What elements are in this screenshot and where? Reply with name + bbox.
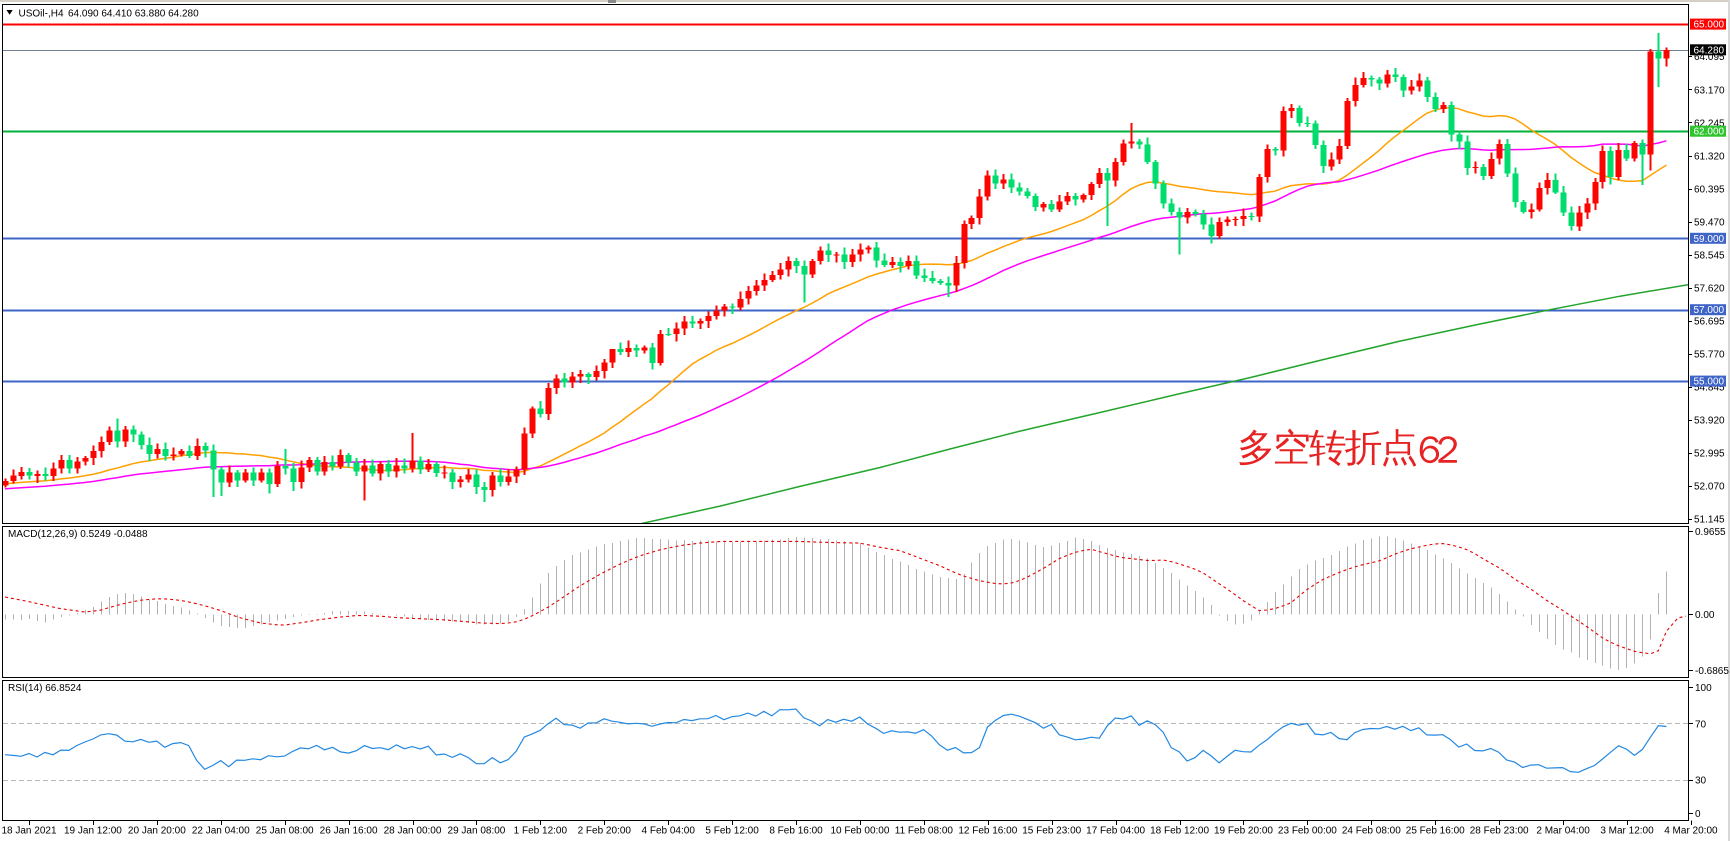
svg-text:12 Feb 16:00: 12 Feb 16:00 xyxy=(958,826,1017,837)
svg-text:52.995: 52.995 xyxy=(1694,449,1725,460)
svg-text:17 Feb 04:00: 17 Feb 04:00 xyxy=(1086,826,1145,837)
svg-text:11 Feb 08:00: 11 Feb 08:00 xyxy=(895,826,954,837)
svg-text:0.9655: 0.9655 xyxy=(1695,527,1726,538)
svg-text:18 Jan 2021: 18 Jan 2021 xyxy=(1,826,56,837)
svg-text:64.095: 64.095 xyxy=(1694,52,1725,63)
svg-text:62.245: 62.245 xyxy=(1694,118,1725,129)
svg-text:24 Feb 08:00: 24 Feb 08:00 xyxy=(1342,826,1401,837)
svg-text:25 Jan 08:00: 25 Jan 08:00 xyxy=(256,826,314,837)
svg-text:MACD(12,26,9) 0.5249 -0.0488: MACD(12,26,9) 0.5249 -0.0488 xyxy=(8,529,148,540)
svg-text:0.00: 0.00 xyxy=(1695,610,1715,621)
svg-text:-0.6865: -0.6865 xyxy=(1695,666,1729,677)
svg-text:56.695: 56.695 xyxy=(1694,316,1725,327)
svg-text:60.395: 60.395 xyxy=(1694,184,1725,195)
svg-text:58.545: 58.545 xyxy=(1694,250,1725,261)
svg-text:70: 70 xyxy=(1695,719,1707,730)
svg-text:64.090 64.410 63.880 64.280: 64.090 64.410 63.880 64.280 xyxy=(68,9,199,20)
svg-text:63.170: 63.170 xyxy=(1694,85,1725,96)
svg-text:62.000: 62.000 xyxy=(1694,127,1725,138)
svg-text:5 Feb 12:00: 5 Feb 12:00 xyxy=(705,826,759,837)
svg-text:54.845: 54.845 xyxy=(1694,382,1725,393)
svg-text:15 Feb 23:00: 15 Feb 23:00 xyxy=(1022,826,1081,837)
svg-text:53.920: 53.920 xyxy=(1694,415,1725,426)
svg-text:2 Feb 20:00: 2 Feb 20:00 xyxy=(578,826,632,837)
svg-text:55.770: 55.770 xyxy=(1694,349,1725,360)
svg-text:0: 0 xyxy=(1695,809,1701,820)
svg-text:19 Jan 12:00: 19 Jan 12:00 xyxy=(64,826,122,837)
svg-text:4 Mar 20:00: 4 Mar 20:00 xyxy=(1664,826,1718,837)
svg-text:59.000: 59.000 xyxy=(1694,234,1725,245)
svg-text:61.320: 61.320 xyxy=(1694,151,1725,162)
svg-text:51.145: 51.145 xyxy=(1694,515,1725,526)
svg-text:2 Mar 04:00: 2 Mar 04:00 xyxy=(1536,826,1590,837)
svg-text:1 Feb 12:00: 1 Feb 12:00 xyxy=(514,826,568,837)
svg-text:26 Jan 16:00: 26 Jan 16:00 xyxy=(320,826,378,837)
svg-text:RSI(14) 66.8524: RSI(14) 66.8524 xyxy=(8,683,82,694)
svg-text:4 Feb 04:00: 4 Feb 04:00 xyxy=(642,826,696,837)
svg-text:USOil-,H4: USOil-,H4 xyxy=(19,9,64,20)
svg-text:3 Mar 12:00: 3 Mar 12:00 xyxy=(1600,826,1654,837)
svg-text:18 Feb 12:00: 18 Feb 12:00 xyxy=(1150,826,1209,837)
svg-text:57.620: 57.620 xyxy=(1694,283,1725,294)
svg-text:59.470: 59.470 xyxy=(1694,217,1725,228)
svg-text:20 Jan 20:00: 20 Jan 20:00 xyxy=(128,826,186,837)
svg-text:55.000: 55.000 xyxy=(1694,377,1725,388)
svg-text:100: 100 xyxy=(1695,683,1712,694)
svg-text:57.000: 57.000 xyxy=(1694,305,1725,316)
svg-text:29 Jan 08:00: 29 Jan 08:00 xyxy=(448,826,506,837)
svg-text:64.280: 64.280 xyxy=(1694,45,1725,56)
svg-text:19 Feb 20:00: 19 Feb 20:00 xyxy=(1214,826,1273,837)
svg-text:25 Feb 16:00: 25 Feb 16:00 xyxy=(1406,826,1465,837)
svg-text:8 Feb 16:00: 8 Feb 16:00 xyxy=(769,826,823,837)
svg-text:30: 30 xyxy=(1695,776,1707,787)
svg-text:23 Feb 00:00: 23 Feb 00:00 xyxy=(1278,826,1337,837)
svg-text:52.070: 52.070 xyxy=(1694,482,1725,493)
svg-text:28 Feb 23:00: 28 Feb 23:00 xyxy=(1470,826,1529,837)
svg-text:10 Feb 00:00: 10 Feb 00:00 xyxy=(830,826,889,837)
svg-text:28 Jan 00:00: 28 Jan 00:00 xyxy=(384,826,442,837)
svg-text:65.000: 65.000 xyxy=(1694,20,1725,31)
svg-text:22 Jan 04:00: 22 Jan 04:00 xyxy=(192,826,250,837)
